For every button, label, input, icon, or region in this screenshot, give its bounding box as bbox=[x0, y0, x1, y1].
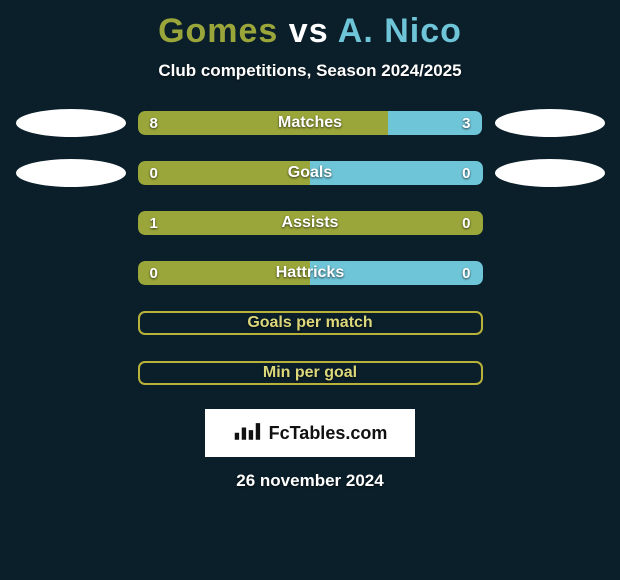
player-right-ellipse bbox=[495, 109, 605, 137]
stat-bar-left bbox=[138, 261, 311, 285]
stat-bar-left bbox=[138, 111, 389, 135]
stat-bar: Assists10 bbox=[138, 211, 483, 235]
stat-bar: Hattricks00 bbox=[138, 261, 483, 285]
stat-bar-empty: Min per goal bbox=[138, 361, 483, 385]
title-right: A. Nico bbox=[338, 12, 462, 50]
player-left-ellipse bbox=[16, 159, 126, 187]
stat-bar: Goals00 bbox=[138, 161, 483, 185]
stat-row-empty: Min per goal bbox=[0, 359, 620, 387]
comparison-card: Gomes vs A. Nico Club competitions, Seas… bbox=[0, 0, 620, 580]
stat-row: Goals00 bbox=[0, 159, 620, 187]
logo-box: FcTables.com bbox=[205, 409, 415, 457]
subtitle: Club competitions, Season 2024/2025 bbox=[0, 61, 620, 81]
stat-bar-empty: Goals per match bbox=[138, 311, 483, 335]
date-text: 26 november 2024 bbox=[0, 471, 620, 491]
player-right-ellipse bbox=[495, 159, 605, 187]
stat-rows: Matches83 Goals00 Assists10 Hattricks00 Goal… bbox=[0, 109, 620, 387]
stat-bar-right bbox=[388, 111, 482, 135]
page-title: Gomes vs A. Nico bbox=[0, 12, 620, 51]
stat-row: Hattricks00 bbox=[0, 259, 620, 287]
logo-text: FcTables.com bbox=[269, 423, 388, 444]
chart-icon bbox=[233, 419, 261, 448]
stat-row-empty: Goals per match bbox=[0, 309, 620, 337]
player-left-ellipse bbox=[16, 109, 126, 137]
stat-bar-right bbox=[310, 261, 483, 285]
stat-bar-left bbox=[138, 161, 311, 185]
stat-bar: Matches83 bbox=[138, 111, 483, 135]
stat-bar-left bbox=[138, 211, 483, 235]
stat-row: Assists10 bbox=[0, 209, 620, 237]
stat-row: Matches83 bbox=[0, 109, 620, 137]
title-vs: vs bbox=[289, 12, 329, 50]
stat-bar-right bbox=[310, 161, 483, 185]
title-left: Gomes bbox=[158, 12, 278, 50]
